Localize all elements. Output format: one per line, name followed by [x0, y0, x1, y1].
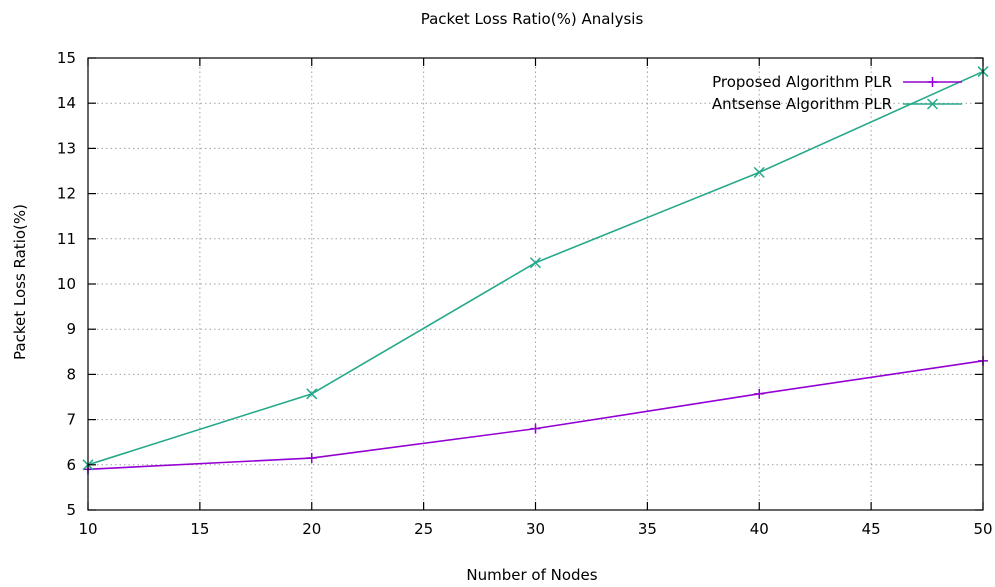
axis-ticks: 10 15 20 25 30 35 40 45 50 5 6 7 8 9 10 11 12 13 14 15: [57, 49, 993, 538]
y-tick-label: 15: [57, 49, 76, 67]
x-tick-label: 30: [526, 520, 545, 538]
y-tick-label: 8: [66, 365, 76, 383]
legend-label: Proposed Algorithm PLR: [712, 73, 892, 91]
legend-item: Proposed Algorithm PLR: [712, 73, 962, 91]
y-axis-label: Packet Loss Ratio(%): [11, 204, 29, 360]
x-tick-label: 25: [414, 520, 433, 538]
series-2: [82, 66, 989, 471]
legend-label: Antsense Algorithm PLR: [712, 95, 892, 113]
data-point: [529, 257, 542, 269]
y-tick-label: 10: [57, 275, 76, 293]
grid: [88, 58, 983, 510]
legend: Proposed Algorithm PLR Antsense Algorithm…: [712, 73, 962, 113]
x-tick-label: 35: [638, 520, 657, 538]
y-tick-label: 7: [66, 411, 76, 429]
x-tick-label: 45: [862, 520, 881, 538]
series-1: [83, 355, 988, 475]
x-tick-label: 40: [750, 520, 769, 538]
series-layer: [82, 66, 989, 475]
y-tick-label: 12: [57, 185, 76, 203]
legend-item: Antsense Algorithm PLR: [712, 95, 962, 113]
data-point: [306, 388, 318, 400]
chart-title: Packet Loss Ratio(%) Analysis: [421, 10, 644, 28]
y-tick-label: 11: [57, 230, 76, 248]
x-tick-label: 20: [302, 520, 321, 538]
x-tick-label: 10: [78, 520, 97, 538]
y-tick-label: 14: [57, 94, 76, 112]
data-point: [754, 388, 765, 399]
data-point: [530, 423, 541, 434]
legend-marker: [927, 77, 938, 87]
y-tick-label: 9: [66, 320, 76, 338]
legend-marker: [926, 98, 939, 110]
x-axis-label: Number of Nodes: [466, 566, 597, 584]
data-point: [753, 166, 765, 178]
series-line: [87, 360, 984, 471]
y-tick-label: 13: [57, 139, 76, 157]
y-tick-label: 5: [66, 501, 76, 519]
y-tick-label: 6: [66, 456, 76, 474]
x-tick-label: 50: [973, 520, 992, 538]
data-point: [306, 453, 317, 464]
x-tick-label: 15: [190, 520, 209, 538]
